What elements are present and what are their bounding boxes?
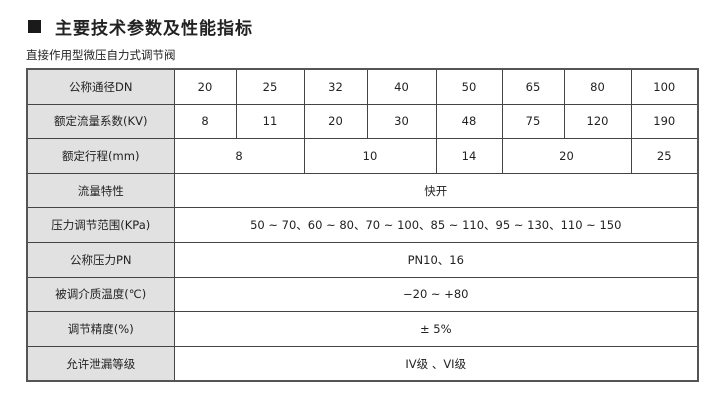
table-row: 被调介质温度(℃) −20 ~ +80 [26, 276, 699, 313]
table-row: 额定行程(mm) 8 10 14 20 25 [26, 138, 699, 174]
cell: 11 [235, 103, 305, 140]
cell: 80 [563, 68, 632, 105]
subtitle: 直接作用型微压自力式调节阀 [26, 48, 176, 62]
cell: 快开 [173, 172, 699, 209]
table-row: 额定流量系数(KV) 8 11 20 30 48 75 120 190 [26, 103, 699, 140]
table-row: 调节精度(%) ± 5% [26, 311, 699, 347]
row-label: 额定行程(mm) [26, 138, 175, 174]
cell: IV级 、VI级 [173, 345, 699, 382]
row-label: 调节精度(%) [26, 311, 175, 347]
cell: 190 [630, 103, 699, 140]
row-label: 允许泄漏等级 [26, 345, 175, 382]
cell: 100 [630, 68, 699, 105]
row-label: 公称通径DN [26, 68, 175, 105]
cell: 48 [435, 103, 503, 140]
section-title-text: 主要技术参数及性能指标 [55, 19, 253, 39]
row-label: 压力调节范围(KPa) [26, 207, 175, 243]
cell: 8 [173, 103, 237, 140]
cell: 30 [366, 103, 437, 140]
table-row: 流量特性 快开 [26, 172, 699, 209]
row-label: 被调介质温度(℃) [26, 276, 175, 313]
cell: 14 [435, 138, 503, 174]
row-label: 流量特性 [26, 172, 175, 209]
cell: 65 [501, 68, 565, 105]
cell: ± 5% [173, 311, 699, 347]
row-label: 公称压力PN [26, 241, 175, 278]
square-bullet-icon [28, 20, 41, 33]
spec-table: 公称通径DN 20 25 32 40 50 65 80 100 额定流量系数(K… [26, 68, 699, 383]
table-row: 允许泄漏等级 IV级 、VI级 [26, 345, 699, 382]
cell: −20 ~ +80 [173, 276, 699, 313]
cell: PN10、16 [173, 241, 699, 278]
table-row: 公称通径DN 20 25 32 40 50 65 80 100 [26, 68, 699, 105]
row-label: 额定流量系数(KV) [26, 103, 175, 140]
cell: 40 [366, 68, 437, 105]
cell: 20 [501, 138, 632, 174]
cell: 32 [303, 68, 368, 105]
cell: 25 [235, 68, 305, 105]
table-row: 公称压力PN PN10、16 [26, 241, 699, 278]
cell: 75 [501, 103, 565, 140]
cell: 10 [303, 138, 437, 174]
cell: 50 ~ 70、60 ~ 80、70 ~ 100、85 ~ 110、95 ~ 1… [173, 207, 699, 243]
cell: 20 [303, 103, 368, 140]
cell: 25 [630, 138, 699, 174]
cell: 50 [435, 68, 503, 105]
cell: 120 [563, 103, 632, 140]
cell: 20 [173, 68, 237, 105]
section-title: 主要技术参数及性能指标 [28, 14, 253, 39]
cell: 8 [173, 138, 305, 174]
table-row: 压力调节范围(KPa) 50 ~ 70、60 ~ 80、70 ~ 100、85 ~… [26, 207, 699, 243]
